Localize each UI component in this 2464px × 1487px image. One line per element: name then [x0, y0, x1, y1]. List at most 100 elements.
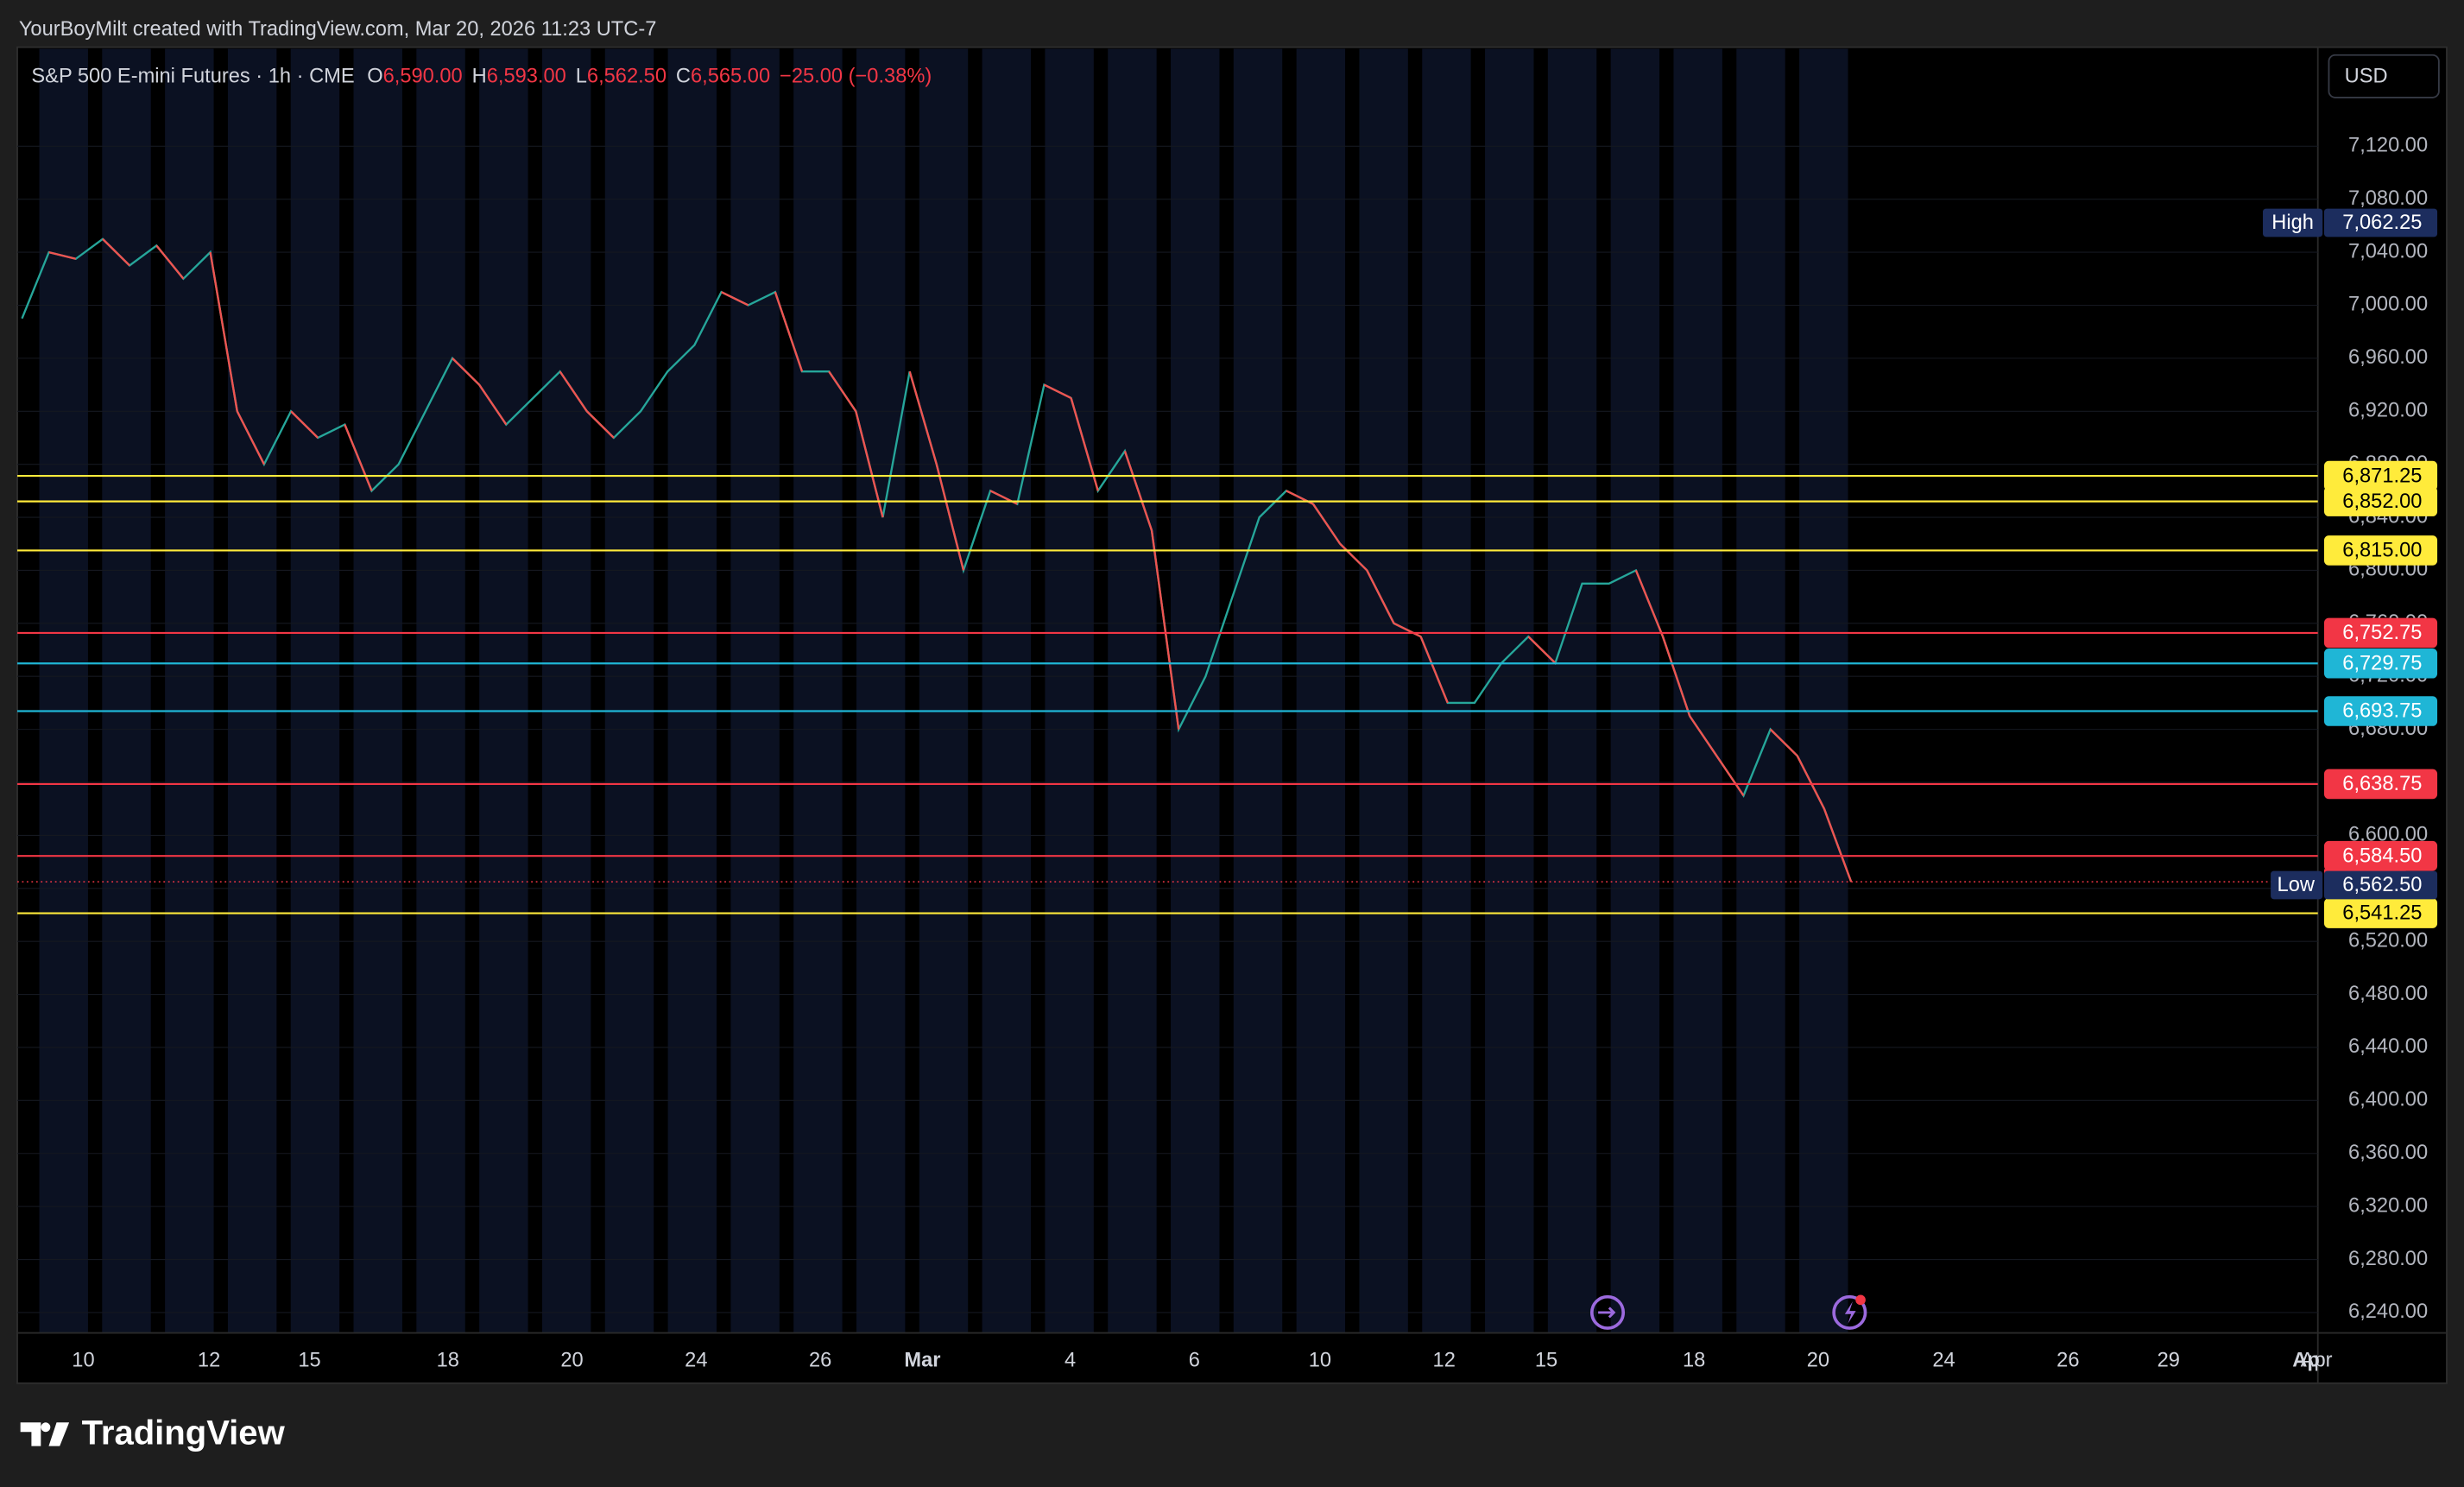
- date-label: 10: [1309, 1350, 1331, 1372]
- low-value: 6,562.50: [2342, 874, 2422, 896]
- level-label: 6,638.75: [2342, 773, 2422, 795]
- down-segment: [48, 250, 77, 260]
- session-band: [1359, 48, 1408, 1333]
- currency-label: USD: [2345, 66, 2388, 88]
- attribution: YourBoyMilt created with TradingView.com…: [19, 18, 657, 41]
- replay-icon-arrow: [1598, 1307, 1616, 1319]
- session-band: [1108, 48, 1157, 1333]
- down-segment: [290, 410, 319, 439]
- low-tag-bg: [2271, 870, 2323, 900]
- down-segment: [452, 358, 480, 386]
- price-tick-label: 6,240.00: [2348, 1300, 2428, 1323]
- price-tick-label: 6,400.00: [2348, 1089, 2428, 1111]
- session-band: [730, 48, 780, 1333]
- date-label: 20: [560, 1350, 583, 1372]
- date-label: 12: [198, 1350, 220, 1372]
- down-segment: [1715, 755, 1745, 797]
- level-badge: [2324, 840, 2438, 871]
- date-label: 24: [685, 1350, 707, 1372]
- ohlc-key: H: [472, 66, 487, 88]
- level-label: 6,541.25: [2342, 902, 2422, 925]
- price-tick-label: 6,480.00: [2348, 983, 2428, 1005]
- ohlc-key: O: [367, 66, 382, 88]
- session-band: [919, 48, 969, 1333]
- date-label: 26: [2056, 1350, 2079, 1372]
- axis-corner: [2319, 1334, 2446, 1382]
- date-label: 10: [72, 1350, 94, 1372]
- session-band: [479, 48, 528, 1333]
- date-label: 15: [1535, 1350, 1557, 1372]
- down-segment: [1043, 383, 1072, 399]
- down-segment: [102, 237, 130, 267]
- session-band: [1422, 48, 1471, 1333]
- session-band: [39, 48, 88, 1333]
- level-label: 6,752.75: [2342, 622, 2422, 644]
- ohlc-key: L: [576, 66, 587, 88]
- session-band: [856, 48, 906, 1333]
- down-segment: [721, 291, 749, 307]
- alert-dot: [1855, 1294, 1866, 1306]
- high-value: 7,062.25: [2342, 212, 2422, 234]
- level-badge: [2324, 535, 2438, 566]
- level-badge: [2324, 696, 2438, 726]
- price-tick-label: 7,080.00: [2348, 187, 2428, 210]
- down-segment: [1796, 755, 1826, 810]
- down-segment: [1312, 503, 1342, 545]
- session-band: [1547, 48, 1597, 1333]
- session-band: [227, 48, 277, 1333]
- session-band: [416, 48, 465, 1333]
- ohlc-value: 6,593.00: [487, 66, 566, 88]
- session-band: [1799, 48, 1848, 1333]
- date-label: 29: [2158, 1350, 2180, 1372]
- date-label: 4: [1065, 1350, 1076, 1372]
- down-segment: [155, 244, 185, 280]
- down-segment: [559, 370, 588, 412]
- level-label: 6,852.00: [2342, 490, 2422, 513]
- price-tick-label: 6,360.00: [2348, 1142, 2428, 1164]
- down-segment: [478, 383, 508, 426]
- date-label: Mar: [904, 1350, 940, 1372]
- session-band: [982, 48, 1032, 1333]
- level-badge: [2324, 769, 2438, 800]
- session-band: [541, 48, 591, 1333]
- down-segment: [855, 410, 884, 518]
- down-segment: [1823, 808, 1853, 883]
- down-segment: [1634, 570, 1665, 637]
- down-segment: [774, 291, 804, 372]
- date-label: 6: [1189, 1350, 1200, 1372]
- down-segment: [1527, 636, 1557, 664]
- alert-icon: [1832, 1294, 1867, 1330]
- symbol: S&P 500 E-mini Futures · 1h · CME: [31, 66, 354, 88]
- date-label: 15: [298, 1350, 320, 1372]
- down-segment: [1150, 530, 1180, 730]
- level-label: 6,815.00: [2342, 540, 2422, 562]
- down-segment: [1339, 542, 1368, 572]
- date-label-clip: Apr: [2301, 1350, 2333, 1372]
- brand-logo: [20, 1422, 70, 1446]
- session-band: [1485, 48, 1534, 1333]
- down-segment: [585, 410, 615, 439]
- down-segment: [1123, 450, 1153, 531]
- currency-button[interactable]: [2328, 54, 2440, 98]
- price-tick-label: 6,960.00: [2348, 346, 2428, 369]
- session-band: [1233, 48, 1283, 1333]
- price-tick-label: 7,000.00: [2348, 294, 2428, 316]
- date-label: 18: [437, 1350, 459, 1372]
- session-band: [1171, 48, 1220, 1333]
- down-segment: [1366, 569, 1395, 624]
- level-label: 6,584.50: [2342, 845, 2422, 867]
- down-segment: [1661, 636, 1691, 717]
- session-band: [1296, 48, 1346, 1333]
- ohlc-value: 6,565.00: [691, 66, 770, 88]
- level-badge: [2324, 898, 2438, 928]
- price-tick-label: 7,120.00: [2348, 135, 2428, 157]
- replay-icon: [1589, 1294, 1626, 1330]
- price-tick-label: 6,440.00: [2348, 1035, 2428, 1058]
- down-segment: [828, 370, 857, 412]
- down-segment: [1393, 622, 1422, 638]
- down-segment: [1769, 728, 1798, 757]
- ohlc-value: 6,590.00: [383, 66, 463, 88]
- level-badge: [2324, 617, 2438, 649]
